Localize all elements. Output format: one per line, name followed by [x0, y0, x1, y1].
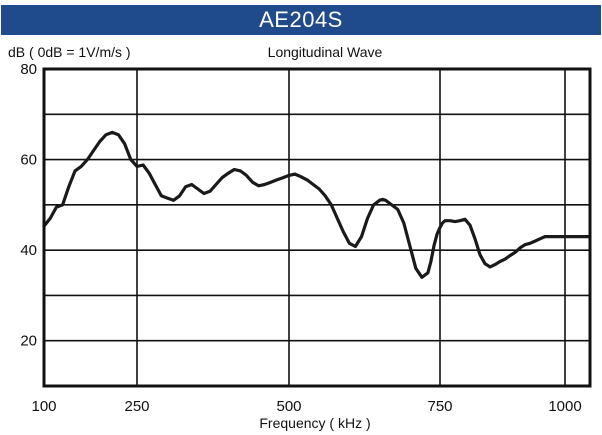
plot-frame [42, 67, 592, 388]
grid [44, 69, 590, 386]
y-tick-label: 20 [20, 333, 37, 350]
series-line [42, 130, 592, 279]
title-bar: AE204S [1, 5, 601, 35]
y-axis-label: dB ( 0dB = 1V/m/s ) [8, 44, 131, 60]
x-axis-label: Frequency ( kHz ) [259, 415, 370, 431]
x-tick-labels: 100 250 500 750 1000 [31, 398, 581, 415]
x-tick-label: 250 [124, 398, 149, 415]
x-tick-label: 500 [276, 398, 301, 415]
y-tick-label: 60 [20, 152, 37, 169]
y-tick-label: 80 [20, 61, 37, 78]
chart-title: AE204S [259, 7, 343, 32]
x-tick-label: 100 [31, 398, 56, 415]
y-tick-labels: 20 40 60 80 [20, 61, 37, 350]
chart-subtitle: Longitudinal Wave [268, 44, 383, 60]
y-tick-label: 40 [20, 242, 37, 259]
x-tick-label: 1000 [548, 398, 581, 415]
x-tick-label: 750 [427, 398, 452, 415]
